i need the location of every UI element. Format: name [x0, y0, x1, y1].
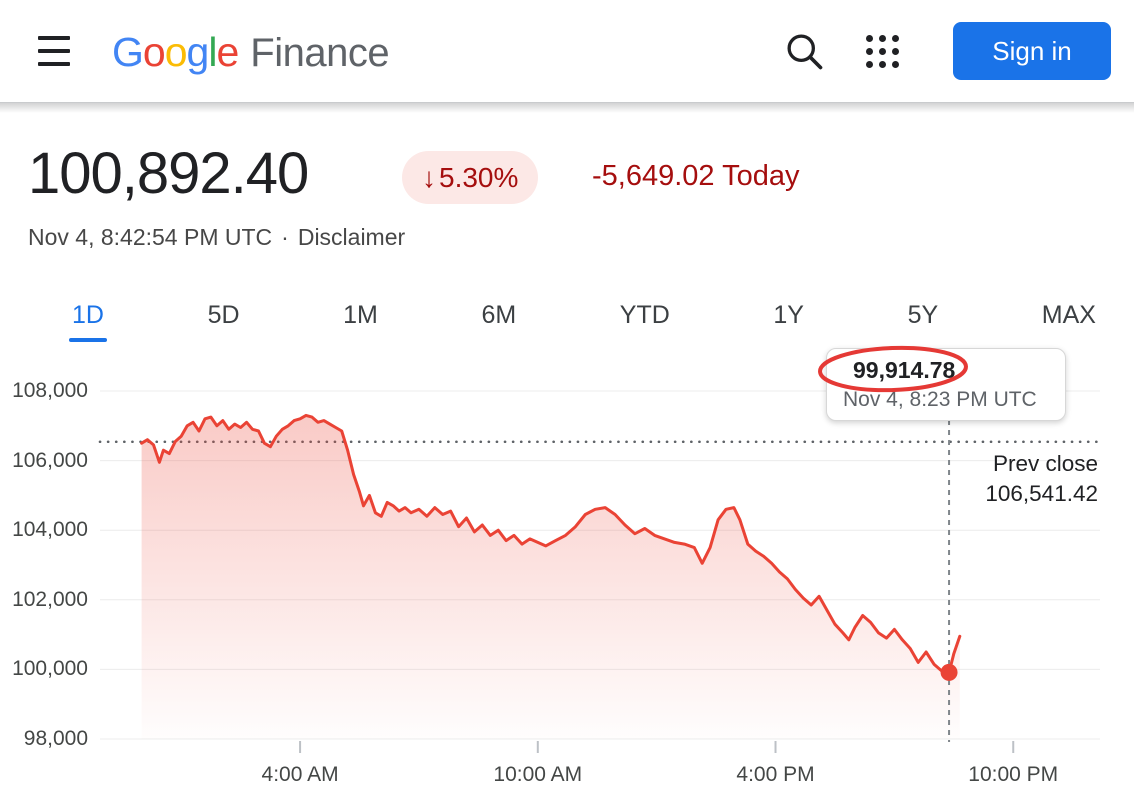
header-divider — [0, 102, 1134, 113]
price-area — [141, 415, 960, 739]
red-ellipse-icon — [818, 345, 968, 393]
x-axis-label: 10:00 AM — [493, 763, 583, 786]
tab-1d[interactable]: 1D — [69, 300, 107, 342]
disclaimer-link[interactable]: Disclaimer — [297, 224, 406, 250]
x-axis-label: 4:00 PM — [736, 763, 815, 786]
cursor-marker-dot — [940, 663, 958, 681]
prev-close-value: 106,541.42 — [985, 481, 1098, 506]
change-amount: -5,649.02 Today — [592, 160, 800, 192]
time-range-tabs: 1D 5D 1M 6M YTD 1Y 5Y MAX — [0, 292, 1134, 342]
x-axis-label: 10:00 PM — [968, 763, 1059, 786]
hamburger-menu-button[interactable] — [38, 36, 72, 66]
tooltip-time: Nov 4, 8:23 PM UTC — [843, 388, 1037, 411]
y-axis-label: 108,000 — [12, 379, 88, 402]
tooltip-price: 99,914.78 — [853, 357, 956, 383]
y-axis-label: 100,000 — [12, 657, 88, 681]
tab-1y[interactable]: 1Y — [773, 300, 804, 329]
y-axis-label: 102,000 — [12, 587, 88, 611]
apps-grid-icon — [865, 34, 899, 68]
down-arrow-icon: ↓ — [422, 161, 436, 193]
apps-grid-button[interactable] — [862, 31, 902, 71]
y-axis-label: 104,000 — [12, 518, 88, 542]
tab-1m[interactable]: 1M — [343, 300, 378, 329]
tab-max[interactable]: MAX — [1041, 300, 1096, 329]
tab-6m[interactable]: 6M — [481, 300, 517, 329]
app-header: Google Finance Sign in — [0, 0, 1134, 102]
prev-close-text: Prev close — [992, 451, 1098, 476]
separator-dot: · — [281, 224, 289, 250]
search-icon — [787, 34, 823, 70]
price-line — [140, 413, 962, 674]
y-axis-label: 106,000 — [12, 448, 88, 472]
tab-ytd[interactable]: YTD — [619, 300, 670, 329]
hamburger-icon — [38, 36, 70, 40]
quote-meta-row: Nov 4, 8:42:54 PM UTC · Disclaimer — [28, 224, 405, 251]
tab-5y[interactable]: 5Y — [907, 300, 939, 329]
google-finance-logo[interactable]: Google Finance — [112, 24, 390, 81]
y-axis-label: 98,000 — [23, 727, 88, 750]
x-axis-label: 4:00 AM — [261, 763, 339, 786]
chart-tooltip: 99,914.78 Nov 4, 8:23 PM UTC — [826, 348, 1066, 421]
quote-timestamp: Nov 4, 8:42:54 PM UTC — [28, 224, 273, 250]
change-percent-badge: ↓ 5.30% — [402, 151, 539, 204]
tab-5d[interactable]: 5D — [207, 300, 240, 329]
search-button[interactable] — [782, 29, 826, 73]
sign-in-button[interactable]: Sign in — [953, 22, 1111, 80]
google-logo-text: Google — [112, 29, 239, 75]
prev-close-label: Prev close 106,541.42 — [985, 449, 1098, 509]
change-percent: 5.30% — [439, 161, 519, 193]
finance-logo-text: Finance — [250, 31, 390, 75]
current-price: 100,892.40 — [28, 141, 309, 206]
